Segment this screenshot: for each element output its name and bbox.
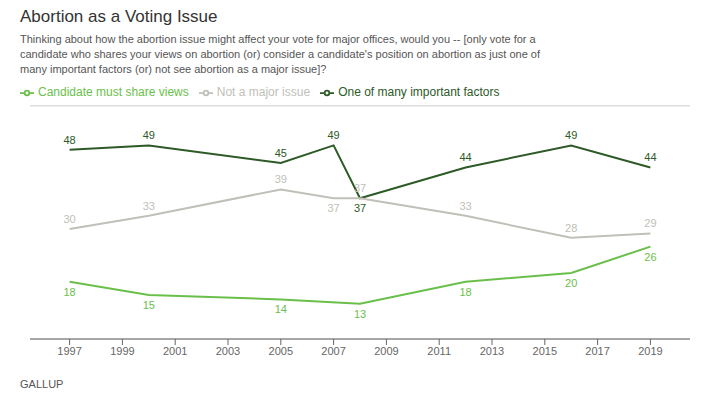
svg-text:2001: 2001 bbox=[163, 345, 187, 357]
svg-text:33: 33 bbox=[143, 200, 155, 212]
svg-text:29: 29 bbox=[644, 217, 656, 229]
svg-text:48: 48 bbox=[63, 134, 75, 146]
html-text:One of many important factors: One of many important factors bbox=[338, 85, 500, 99]
svg-text:44: 44 bbox=[644, 151, 656, 163]
svg-text:26: 26 bbox=[644, 251, 656, 263]
svg-text:44: 44 bbox=[459, 151, 471, 163]
svg-text:37: 37 bbox=[327, 202, 339, 214]
svg-text:20: 20 bbox=[565, 277, 577, 289]
svg-text:49: 49 bbox=[327, 129, 339, 141]
svg-text:1997: 1997 bbox=[57, 345, 81, 357]
svg-text:2007: 2007 bbox=[321, 345, 345, 357]
svg-text:37: 37 bbox=[354, 182, 366, 194]
svg-text:2009: 2009 bbox=[374, 345, 398, 357]
svg-text:15: 15 bbox=[143, 299, 155, 311]
svg-text:18: 18 bbox=[459, 286, 471, 298]
html-text:GALLUP: GALLUP bbox=[20, 378, 64, 390]
html-text:Abortion as a Voting Issue: Abortion as a Voting Issue bbox=[20, 7, 218, 26]
svg-text:2015: 2015 bbox=[533, 345, 557, 357]
svg-text:2005: 2005 bbox=[269, 345, 293, 357]
html-text:Not a major issue: Not a major issue bbox=[216, 85, 311, 99]
svg-text:28: 28 bbox=[565, 222, 577, 234]
svg-text:18: 18 bbox=[63, 286, 75, 298]
html-text:Thinking about how the abortio: Thinking about how the abortion issue mi… bbox=[20, 33, 536, 45]
svg-text:2003: 2003 bbox=[216, 345, 240, 357]
svg-text:2013: 2013 bbox=[480, 345, 504, 357]
html-text:Candidate must share views: Candidate must share views bbox=[38, 85, 189, 99]
svg-text:49: 49 bbox=[565, 129, 577, 141]
svg-text:45: 45 bbox=[275, 147, 287, 159]
svg-text:2017: 2017 bbox=[585, 345, 609, 357]
svg-text:14: 14 bbox=[275, 303, 287, 315]
svg-text:37: 37 bbox=[354, 202, 366, 214]
svg-text:13: 13 bbox=[354, 308, 366, 320]
svg-text:1999: 1999 bbox=[110, 345, 134, 357]
html-text:many important factors (or) no: many important factors (or) not see abor… bbox=[20, 63, 327, 75]
svg-text:2019: 2019 bbox=[638, 345, 662, 357]
html-text:candidate who shares your view: candidate who shares your views on abort… bbox=[20, 48, 540, 60]
svg-text:33: 33 bbox=[459, 200, 471, 212]
svg-text:49: 49 bbox=[143, 129, 155, 141]
svg-text:2011: 2011 bbox=[427, 345, 451, 357]
svg-text:39: 39 bbox=[275, 173, 287, 185]
svg-text:30: 30 bbox=[63, 213, 75, 225]
